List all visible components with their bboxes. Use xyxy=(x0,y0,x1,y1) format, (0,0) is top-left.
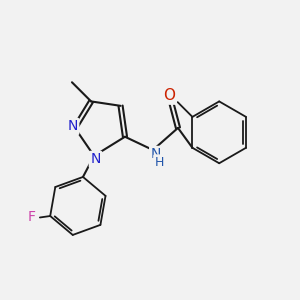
Text: N: N xyxy=(151,147,161,161)
Text: N: N xyxy=(90,152,101,167)
Text: H: H xyxy=(155,156,164,169)
Text: N: N xyxy=(68,119,78,134)
Text: F: F xyxy=(28,211,36,224)
Text: O: O xyxy=(163,88,175,103)
